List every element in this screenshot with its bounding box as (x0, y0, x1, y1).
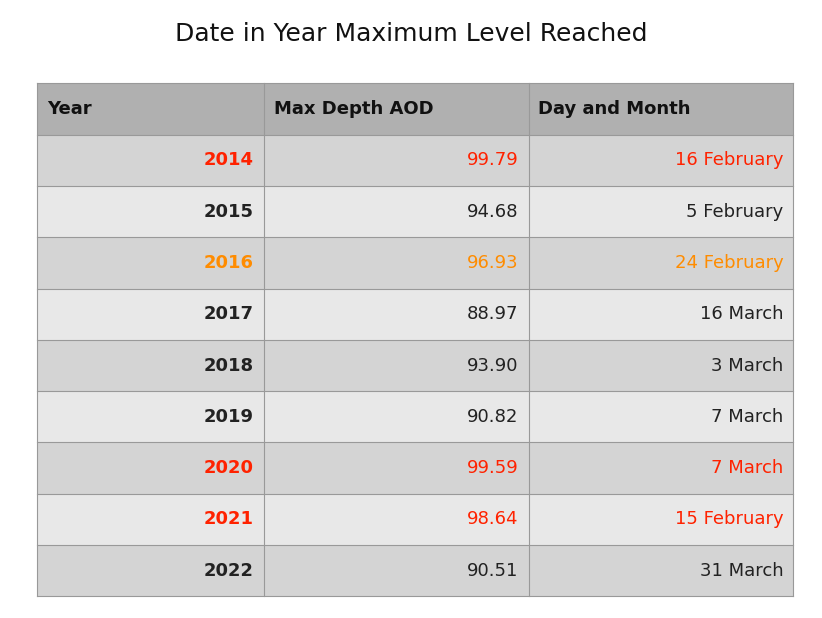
Text: 31 March: 31 March (700, 562, 783, 580)
Text: 99.59: 99.59 (467, 459, 519, 477)
Text: 15 February: 15 February (675, 510, 783, 528)
Bar (37, 186, 793, 237)
Bar (37, 545, 793, 596)
Bar (37, 340, 793, 391)
Text: 7 March: 7 March (711, 408, 783, 426)
Text: 99.79: 99.79 (467, 151, 519, 169)
Text: 2014: 2014 (204, 151, 254, 169)
Text: 2015: 2015 (204, 203, 254, 221)
Text: 16 March: 16 March (700, 305, 783, 323)
Text: 2016: 2016 (204, 254, 254, 272)
Text: 2022: 2022 (204, 562, 254, 580)
Text: 3 March: 3 March (711, 357, 783, 375)
Bar (37, 494, 793, 545)
Text: 2021: 2021 (204, 510, 254, 528)
Bar (37, 442, 793, 494)
Text: 16 February: 16 February (675, 151, 783, 169)
Text: 5 February: 5 February (686, 203, 783, 221)
Text: 24 February: 24 February (675, 254, 783, 272)
Text: Day and Month: Day and Month (538, 100, 691, 118)
Text: 96.93: 96.93 (467, 254, 519, 272)
Text: 90.82: 90.82 (467, 408, 519, 426)
Bar (37, 391, 793, 442)
Text: 7 March: 7 March (711, 459, 783, 477)
Text: 2020: 2020 (204, 459, 254, 477)
Bar (37, 135, 793, 186)
Text: 94.68: 94.68 (467, 203, 519, 221)
Bar (37, 83, 793, 135)
Text: 98.64: 98.64 (467, 510, 519, 528)
Text: 2017: 2017 (204, 305, 254, 323)
Text: 88.97: 88.97 (467, 305, 519, 323)
Bar (37, 289, 793, 340)
Text: Date in Year Maximum Level Reached: Date in Year Maximum Level Reached (175, 22, 647, 46)
Text: 93.90: 93.90 (467, 357, 519, 375)
Text: Year: Year (47, 100, 91, 118)
Text: 90.51: 90.51 (467, 562, 519, 580)
Bar (37, 237, 793, 289)
Text: Max Depth AOD: Max Depth AOD (274, 100, 433, 118)
Text: 2018: 2018 (204, 357, 254, 375)
Text: 2019: 2019 (204, 408, 254, 426)
